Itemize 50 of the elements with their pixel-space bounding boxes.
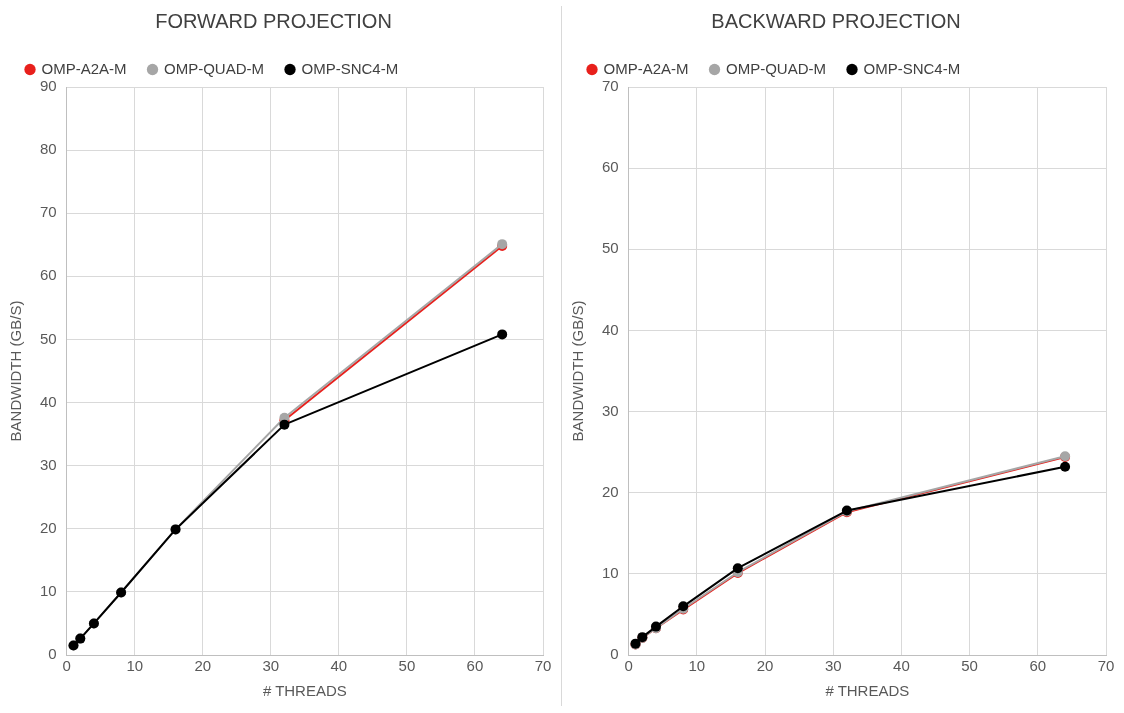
point — [497, 329, 508, 340]
point — [732, 563, 743, 574]
chart-title: BACKWARD PROJECTION — [711, 9, 961, 32]
x-axis-title: # THREADS — [825, 682, 910, 700]
x-tick-label: 40 — [893, 657, 910, 675]
y-tick-label: 30 — [40, 455, 57, 473]
chart-title: FORWARD PROJECTION — [155, 9, 392, 32]
x-tick-label: 50 — [961, 657, 978, 675]
y-tick-label: 60 — [602, 158, 619, 176]
y-tick-label: 70 — [40, 203, 57, 221]
x-tick-label: 40 — [330, 657, 348, 675]
x-tick-label: 10 — [688, 657, 706, 675]
x-tick-label: 20 — [756, 657, 774, 675]
y-tick-label: 10 — [602, 564, 619, 581]
y-axis-title: BANDWIDTH (GB/S) — [569, 300, 587, 442]
legend-label: OMP-SNC4-M — [301, 59, 399, 77]
legend-label: OMP-A2A-M — [41, 59, 127, 77]
x-tick-label: 0 — [624, 657, 633, 675]
y-tick-label: 20 — [602, 482, 619, 500]
y-tick-label: 60 — [40, 266, 57, 284]
point — [279, 419, 290, 430]
x-tick-label: 0 — [62, 657, 71, 675]
x-tick-label: 70 — [1097, 657, 1115, 675]
legend-label: OMP-SNC4-M — [863, 59, 961, 77]
x-tick-label: 30 — [262, 657, 280, 675]
y-tick-label: 40 — [40, 392, 57, 410]
y-tick-label: 50 — [40, 329, 57, 347]
y-tick-label: 80 — [40, 140, 57, 158]
y-tick-label: 10 — [40, 582, 57, 600]
x-tick-label: 70 — [534, 657, 552, 675]
y-tick-label: 50 — [602, 239, 619, 257]
x-axis-title: # THREADS — [262, 682, 347, 700]
y-tick-label: 70 — [602, 77, 619, 95]
y-tick-label: 0 — [610, 645, 619, 663]
x-tick-label: 20 — [194, 657, 212, 675]
y-tick-label: 40 — [602, 320, 619, 338]
x-tick-label: 50 — [398, 657, 416, 675]
y-axis-title: BANDWIDTH (GB/S) — [7, 300, 25, 442]
legend-label: OMP-QUAD-M — [164, 59, 264, 77]
point — [1060, 461, 1071, 472]
x-tick-label: 60 — [466, 657, 484, 675]
y-tick-label: 0 — [48, 645, 57, 663]
legend-label: OMP-QUAD-M — [726, 59, 826, 77]
x-tick-label: 60 — [1029, 657, 1047, 675]
legend-label: OMP-A2A-M — [603, 59, 689, 77]
x-tick-label: 10 — [126, 657, 144, 675]
y-tick-label: 20 — [40, 518, 57, 536]
x-tick-label: 30 — [824, 657, 842, 675]
y-tick-label: 90 — [40, 77, 57, 95]
y-tick-label: 30 — [602, 401, 619, 419]
